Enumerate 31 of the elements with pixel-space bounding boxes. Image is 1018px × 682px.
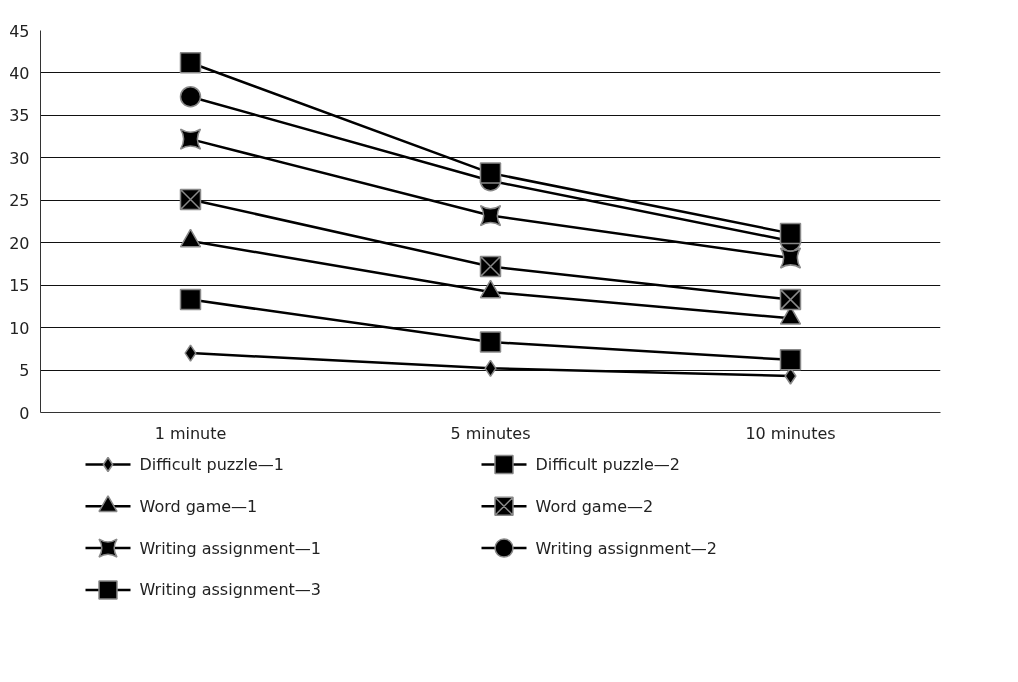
point [184, 344, 197, 362]
point [779, 349, 802, 371]
y-tick-label: 45 [9, 21, 30, 41]
legend-label: Writing assignment—1 [139, 538, 321, 558]
legend-label: Writing assignment—2 [535, 538, 717, 558]
y-tick-label: 10 [9, 318, 30, 338]
legend-label: Word game—2 [535, 496, 654, 516]
y-tick-label: 30 [9, 148, 30, 168]
x-tick-label: 5 minutes [450, 423, 531, 443]
point [479, 204, 502, 227]
point [179, 128, 202, 150]
x-tick-label: 1 minute [154, 423, 227, 443]
point [779, 247, 802, 269]
point [479, 331, 502, 353]
legend-label: Difficult puzzle—2 [535, 455, 681, 474]
point [479, 162, 502, 184]
legend-label: Word game—1 [139, 496, 258, 516]
y-tick-label: 35 [9, 106, 30, 126]
y-tick-label: 25 [9, 191, 30, 211]
y-tick-label: 20 [9, 233, 30, 253]
y-tick-label: 15 [9, 276, 30, 296]
legend-label: Writing assignment—3 [139, 580, 321, 600]
y-tick-label: 0 [19, 403, 30, 423]
y-tick-label: 40 [9, 63, 30, 83]
point [179, 288, 202, 311]
point [179, 85, 202, 108]
point [179, 52, 202, 74]
y-tick-label: 5 [19, 361, 30, 381]
x-tick-label: 10 minutes [745, 423, 836, 443]
point [779, 222, 802, 245]
legend-label: Difficult puzzle—1 [139, 455, 285, 474]
